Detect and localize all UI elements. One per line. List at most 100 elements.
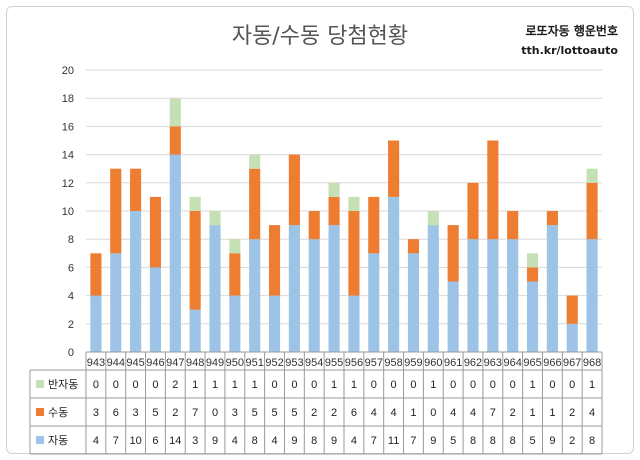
y-tick-label: 6 <box>68 262 74 274</box>
x-tick-label: 961 <box>444 357 462 369</box>
auto-bar-segment <box>209 225 221 352</box>
y-tick-label: 4 <box>68 291 74 303</box>
table-cell-value: 0 <box>371 379 377 391</box>
semi-auto-bar-segment <box>586 168 598 183</box>
x-tick-label: 944 <box>107 357 125 369</box>
table-cell-value: 4 <box>589 407 595 419</box>
x-tick-label: 968 <box>583 357 601 369</box>
table-cell-value: 0 <box>569 379 575 391</box>
x-tick-label: 960 <box>424 357 442 369</box>
table-cell-value: 4 <box>93 435 99 447</box>
auto-bar-segment <box>308 239 320 352</box>
table-cell-value: 4 <box>271 435 277 447</box>
manual-bar-segment <box>268 225 281 296</box>
manual-bar-segment <box>447 225 459 282</box>
table-cell-value: 7 <box>410 435 416 447</box>
auto-bar-segment <box>288 225 300 352</box>
auto-bar-segment <box>447 281 459 352</box>
auto-bar-segment <box>110 253 122 352</box>
manual-bar-segment <box>368 196 380 254</box>
x-tick-label: 966 <box>543 357 561 369</box>
legend-label: 반자동 <box>48 378 78 391</box>
table-cell-value: 0 <box>490 379 496 391</box>
table-cell-value: 1 <box>351 379 357 391</box>
auto-bar-segment <box>169 154 181 352</box>
table-cell-value: 9 <box>331 435 337 447</box>
table-cell-value: 4 <box>351 435 357 447</box>
table-cell-value: 0 <box>113 379 119 391</box>
table-cell-value: 8 <box>490 435 496 447</box>
table-cell-value: 8 <box>470 435 476 447</box>
y-tick-label: 18 <box>62 93 74 105</box>
y-tick-label: 8 <box>68 234 74 246</box>
y-tick-label: 14 <box>62 150 74 162</box>
auto-bar-segment <box>427 225 439 352</box>
semi-auto-bar-segment <box>209 211 221 226</box>
manual-bar-segment <box>467 182 479 240</box>
manual-bar-segment <box>586 182 598 240</box>
table-cell-value: 9 <box>430 435 436 447</box>
table-cell-value: 2 <box>311 407 317 419</box>
manual-bar-segment <box>487 140 499 240</box>
x-tick-label: 956 <box>345 357 363 369</box>
table-cell-value: 1 <box>529 407 535 419</box>
table-cell-value: 0 <box>450 379 456 391</box>
table-cell-value: 0 <box>133 379 139 391</box>
x-tick-label: 957 <box>365 357 383 369</box>
auto-bar-segment <box>268 295 281 352</box>
table-cell-value: 1 <box>232 379 238 391</box>
x-tick-label: 967 <box>563 357 581 369</box>
y-tick-label: 20 <box>62 65 74 77</box>
table-cell-value: 0 <box>271 379 277 391</box>
table-cell-value: 0 <box>549 379 555 391</box>
table-cell-value: 8 <box>510 435 516 447</box>
x-tick-label: 945 <box>126 357 144 369</box>
table-cell-value: 3 <box>192 435 198 447</box>
table-cell-value: 7 <box>371 435 377 447</box>
table-cell-value: 1 <box>529 379 535 391</box>
x-tick-label: 950 <box>226 357 244 369</box>
manual-bar-segment <box>566 295 578 324</box>
table-cell-value: 1 <box>252 379 258 391</box>
table-cell-value: 0 <box>470 379 476 391</box>
manual-bar-segment <box>149 196 162 268</box>
legend-swatch <box>36 380 44 388</box>
x-tick-label: 958 <box>384 357 402 369</box>
table-cell-value: 1 <box>430 379 436 391</box>
manual-bar-segment <box>348 211 360 296</box>
table-cell-value: 9 <box>549 435 555 447</box>
semi-auto-bar-segment <box>427 211 439 226</box>
semi-auto-bar-segment <box>189 196 201 211</box>
auto-bar-segment <box>526 281 539 352</box>
table-cell-value: 2 <box>569 435 575 447</box>
semi-auto-bar-segment <box>249 154 261 169</box>
brand-label: 로또자동 행운번호 <box>525 24 619 38</box>
y-tick-label: 0 <box>68 347 74 359</box>
semi-auto-bar-segment <box>348 196 360 211</box>
table-cell-value: 7 <box>113 435 119 447</box>
manual-bar-segment <box>229 253 241 296</box>
x-tick-label: 953 <box>285 357 303 369</box>
y-tick-label: 2 <box>68 319 74 331</box>
auto-bar-segment <box>328 225 340 352</box>
x-tick-label: 946 <box>146 357 164 369</box>
table-cell-value: 7 <box>192 407 198 419</box>
x-tick-label: 947 <box>166 357 184 369</box>
x-tick-label: 963 <box>484 357 502 369</box>
manual-bar-segment <box>308 211 320 240</box>
auto-bar-segment <box>149 267 162 352</box>
table-cell-value: 1 <box>331 379 337 391</box>
auto-bar-segment <box>467 239 479 352</box>
table-cell-value: 0 <box>212 407 218 419</box>
auto-bar-segment <box>130 211 142 352</box>
legend-label: 자동 <box>48 434 68 447</box>
table-cell-value: 0 <box>291 379 297 391</box>
table-cell-value: 4 <box>232 435 238 447</box>
manual-bar-segment <box>189 211 201 310</box>
x-tick-label: 955 <box>325 357 343 369</box>
table-cell-value: 5 <box>529 435 535 447</box>
manual-bar-segment <box>546 211 558 226</box>
x-tick-label: 959 <box>404 357 422 369</box>
table-cell-value: 4 <box>450 407 456 419</box>
